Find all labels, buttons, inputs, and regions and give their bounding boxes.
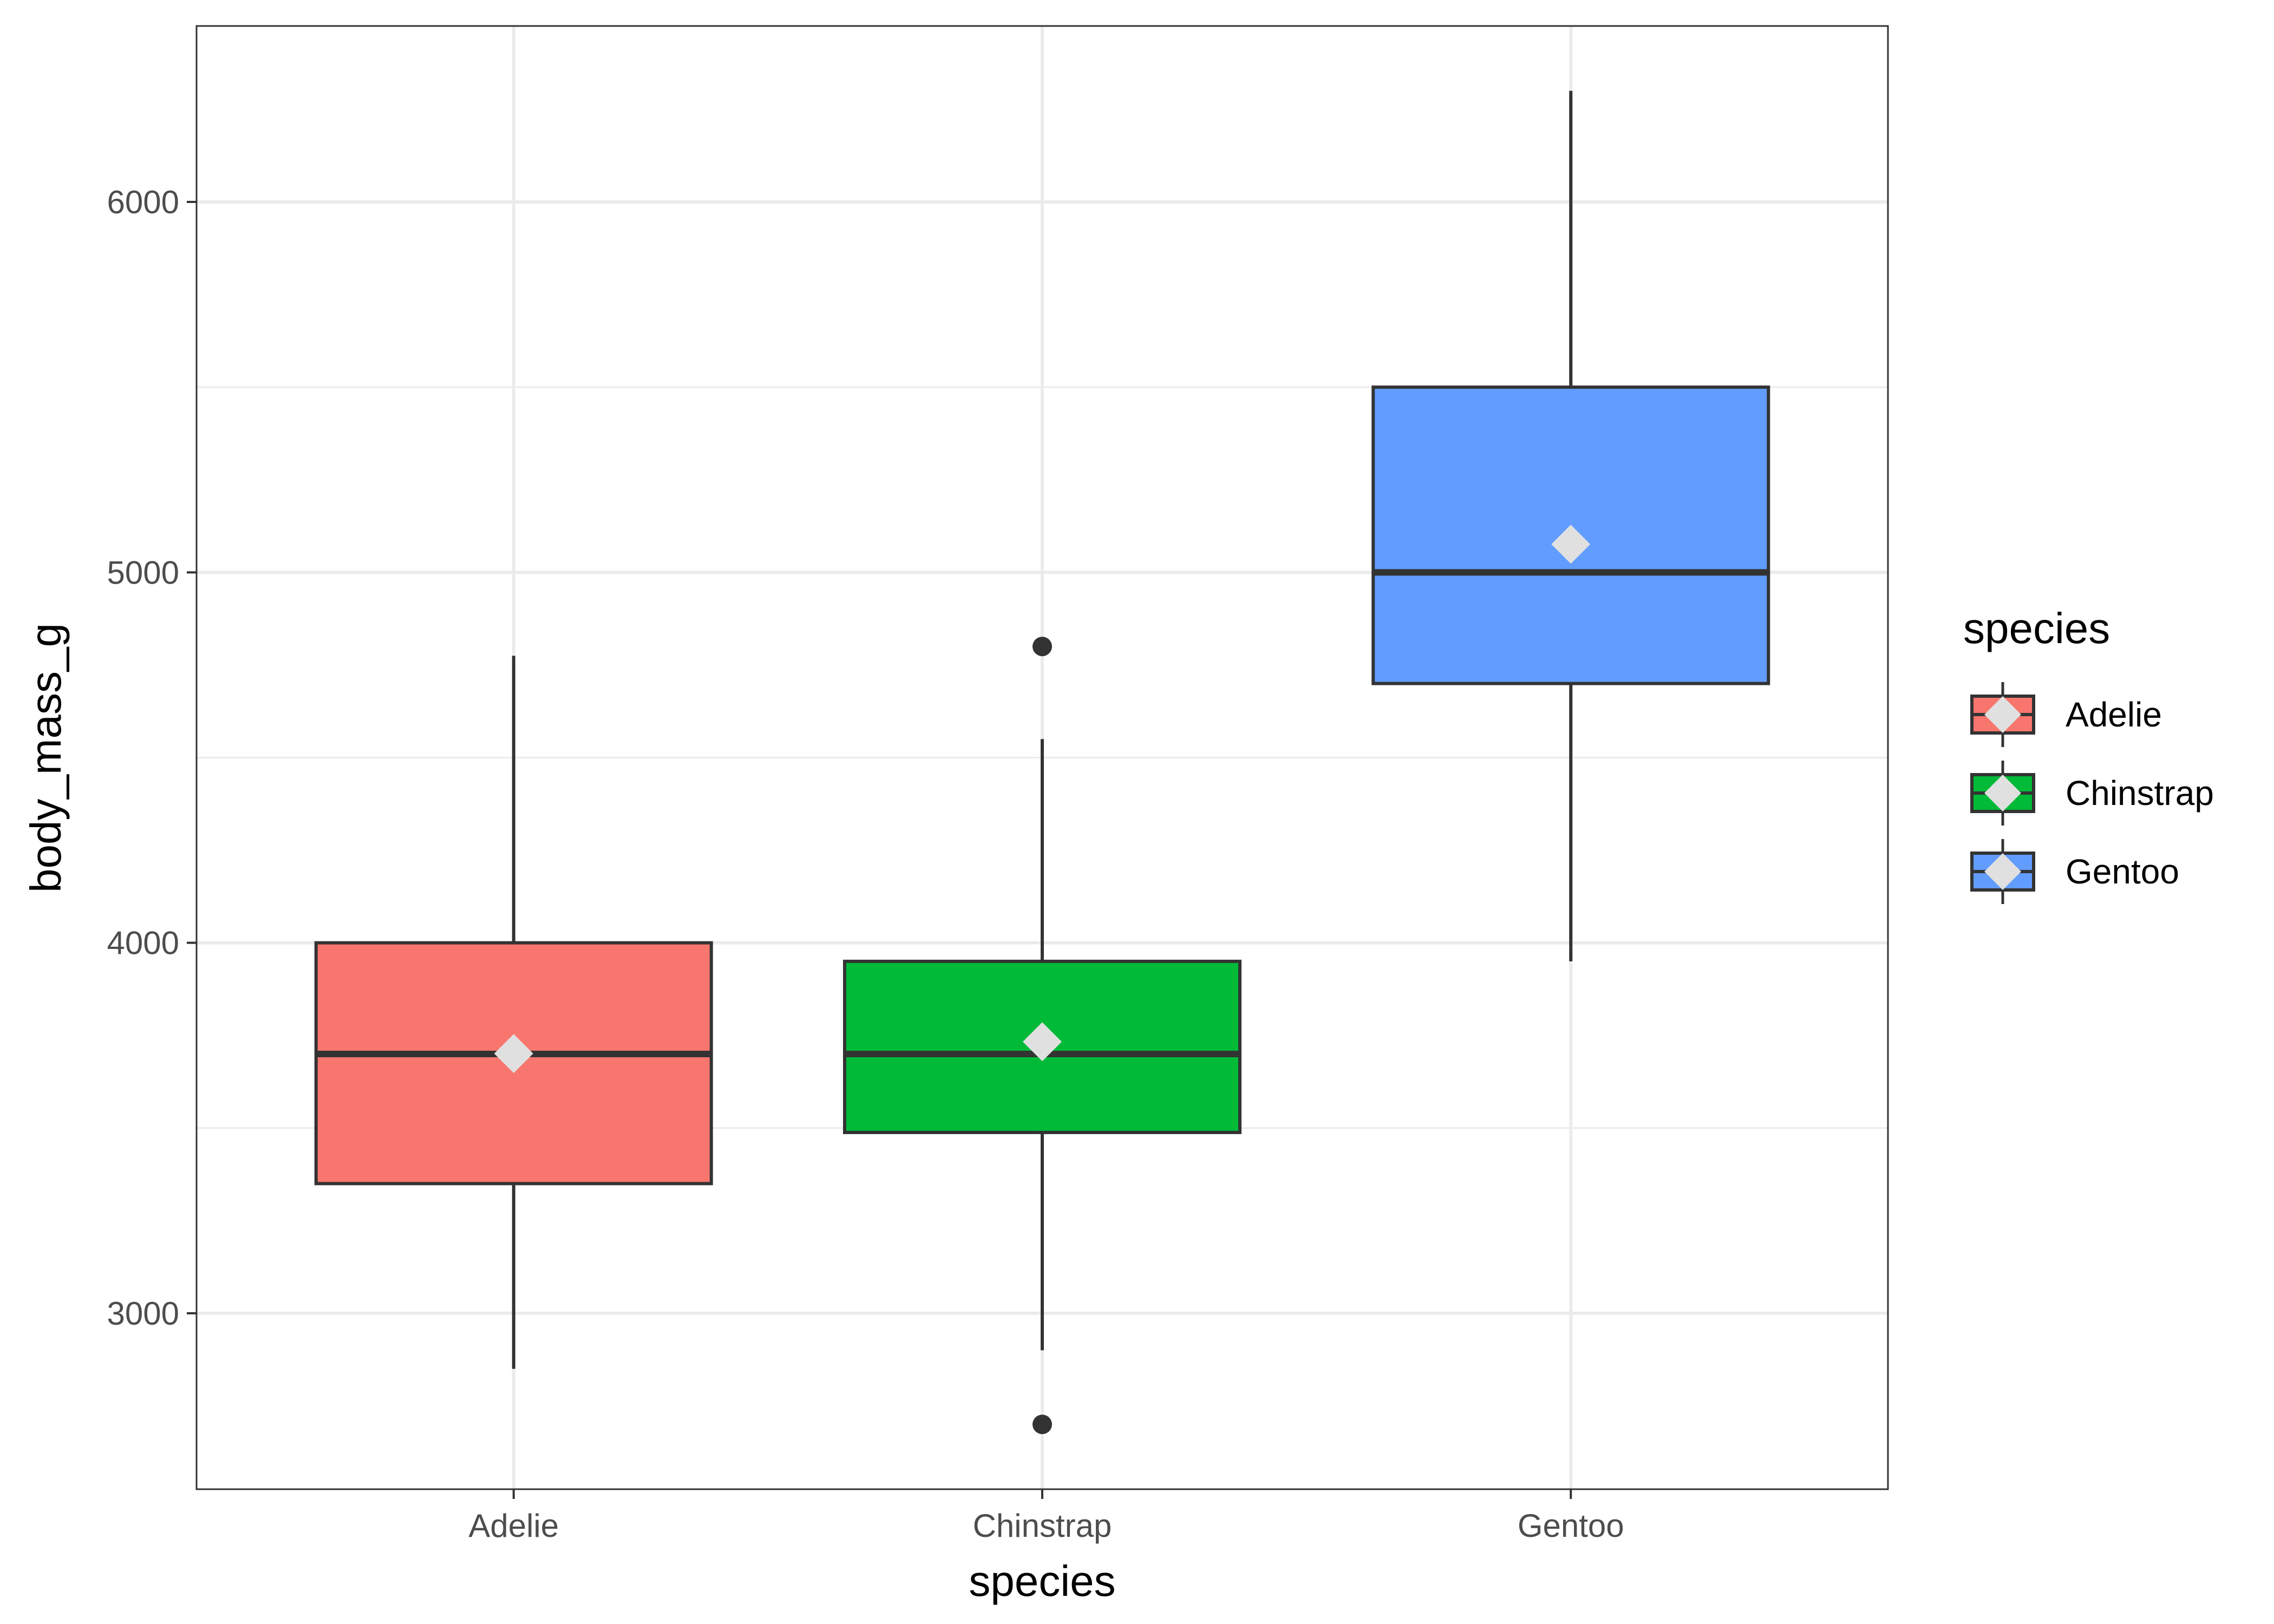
y-tick-label: 3000	[107, 1295, 179, 1332]
boxes	[314, 90, 1770, 1435]
axes: 3000 4000 5000 6000 Adelie Chinstrap Gentoo	[107, 184, 1624, 1544]
x-tick-label: Adelie	[468, 1508, 559, 1544]
x-axis-title: species	[969, 1557, 1115, 1605]
y-tick-label: 6000	[107, 184, 179, 220]
mean-marker	[494, 1034, 533, 1073]
x-tick-label: Chinstrap	[973, 1508, 1112, 1544]
legend-label: Chinstrap	[2066, 774, 2214, 813]
mean-marker	[1551, 525, 1591, 564]
legend-key-mean-marker	[1984, 853, 2021, 890]
outlier-point	[1033, 637, 1052, 657]
legend-item-adelie: Adelie	[1970, 682, 2162, 747]
box-chinstrap	[843, 637, 1241, 1435]
legend-key-mean-marker	[1984, 696, 2021, 733]
y-tick-label: 4000	[107, 925, 179, 961]
legend-key-mean-marker	[1984, 775, 2021, 811]
outlier-point	[1033, 1415, 1052, 1435]
legend-label: Gentoo	[2066, 852, 2179, 891]
box-gentoo	[1371, 90, 1770, 961]
legend-label: Adelie	[2066, 695, 2162, 734]
x-tick-label: Gentoo	[1518, 1508, 1624, 1544]
box-adelie	[314, 656, 713, 1369]
mean-marker	[1023, 1022, 1062, 1062]
legend-item-chinstrap: Chinstrap	[1970, 761, 2214, 826]
legend-title: species	[1963, 604, 2110, 652]
y-axis-title: body_mass_g	[22, 623, 70, 893]
legend-item-gentoo: Gentoo	[1970, 839, 2179, 904]
legend: species Adelie Chinstrap Gentoo	[1963, 604, 2214, 904]
y-tick-label: 5000	[107, 554, 179, 591]
